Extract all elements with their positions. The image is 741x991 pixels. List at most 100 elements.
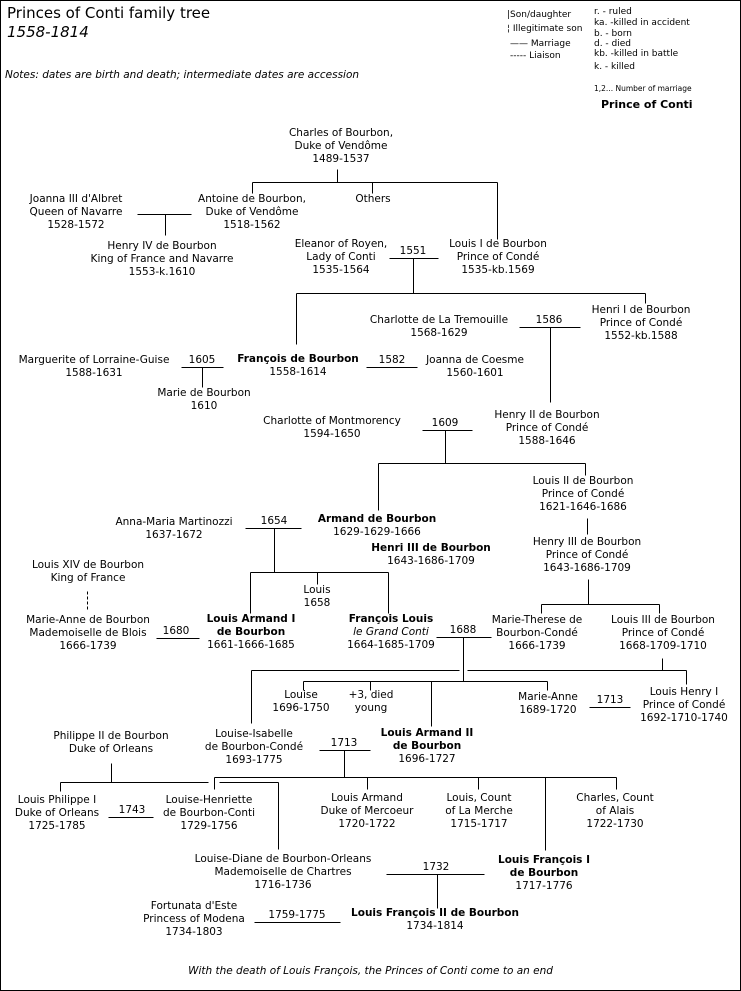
person-node: Charlotte de La Tremouille 1568-1629 bbox=[370, 314, 508, 340]
person-detail: Duke of Mercoeur bbox=[320, 805, 414, 817]
person-detail: 1610 bbox=[190, 400, 218, 412]
person-node: Louise 1696-1750 bbox=[272, 689, 329, 715]
person-detail: 1518-1562 bbox=[223, 219, 281, 231]
marriage-year-label: 1609 bbox=[431, 417, 459, 429]
person-detail: King of France bbox=[50, 572, 126, 584]
person-name: Antoine de Bourbon, bbox=[198, 193, 306, 205]
marriage-year-label: 1586 bbox=[535, 314, 563, 326]
person-name: Louis Henry I bbox=[649, 686, 719, 698]
marriage-year-label: 1743 bbox=[118, 804, 146, 816]
person-detail: de Bourbon bbox=[509, 867, 579, 879]
legend-marriage-number: 1,2... Number of marriage bbox=[594, 84, 692, 93]
person-node: Marguerite of Lorraine-Guise 1588-1631 bbox=[19, 354, 170, 380]
person-detail: le Grand Conti bbox=[353, 626, 429, 638]
person-name: Louise bbox=[284, 689, 318, 701]
marriage-year-label: 1680 bbox=[162, 625, 190, 637]
person-detail: Mademoiselle de Blois bbox=[29, 627, 147, 639]
person-node: Louis I de Bourbon Prince of Condé 1535-kb… bbox=[449, 238, 547, 277]
person-name: Louis II de Bourbon bbox=[532, 475, 634, 487]
person-name: Eleanor of Royen, bbox=[294, 238, 388, 250]
person-detail: Princess of Modena bbox=[143, 913, 245, 925]
person-detail: Prince of Condé bbox=[456, 251, 540, 263]
person-name: Louis III de Bourbon bbox=[611, 614, 715, 626]
person-detail: 1692-1710-1740 bbox=[640, 712, 728, 724]
person-detail: 1661-1666-1685 bbox=[207, 639, 295, 651]
person-name: Others bbox=[355, 193, 391, 205]
person-name: Henry IV de Bourbon bbox=[107, 240, 217, 252]
person-detail: Prince of Condé bbox=[541, 488, 625, 500]
person-node: Louis 1658 bbox=[303, 584, 330, 610]
person-detail: 1720-1722 bbox=[338, 818, 396, 830]
person-node: Marie-Therese de Bourbon-Condé 1666-1739 bbox=[492, 614, 582, 653]
person-detail: 1722-1730 bbox=[586, 818, 644, 830]
marriage-year-label: 1582 bbox=[378, 354, 406, 366]
person-node: Marie-Anne 1689-1720 bbox=[518, 691, 578, 717]
person-detail: 1716-1736 bbox=[254, 879, 312, 891]
person-name: Marie-Anne de Bourbon bbox=[26, 614, 150, 626]
person-detail: de Bourbon bbox=[392, 740, 462, 752]
person-name: Louis I de Bourbon bbox=[449, 238, 547, 250]
person-detail: 1594-1650 bbox=[303, 428, 361, 440]
person-detail: 1734-1803 bbox=[165, 926, 223, 938]
person-node: Henry II de Bourbon Prince of Condé 1588-1… bbox=[494, 409, 599, 448]
marriage-year-label: 1713 bbox=[330, 737, 358, 749]
person-detail: Prince of Condé bbox=[545, 549, 629, 561]
person-name: Joanna III d'Albret bbox=[29, 193, 123, 205]
person-node-prince-of-conti: François Louis le Grand Conti 1664-1685-17… bbox=[347, 613, 435, 652]
person-detail: 1637-1672 bbox=[145, 529, 203, 541]
person-node: Charles of Bourbon, Duke of Vendôme 1489-1… bbox=[289, 127, 393, 166]
person-name: François Louis bbox=[348, 613, 434, 625]
marriage-year-label: 1551 bbox=[399, 245, 427, 257]
person-detail: 1658 bbox=[303, 597, 331, 609]
person-name: Charles, Count bbox=[576, 792, 654, 804]
marriage-year-label: 1688 bbox=[449, 624, 477, 636]
diagram-notes: Notes: dates are birth and death; interm… bbox=[5, 69, 360, 81]
person-detail: 1715-1717 bbox=[450, 818, 508, 830]
person-node: Louise-Isabelle de Bourbon-Condé 1693-1775 bbox=[205, 728, 303, 767]
person-node: Louis Henry I Prince of Condé 1692-1710-17… bbox=[640, 686, 728, 725]
person-detail: 1535-kb.1569 bbox=[461, 264, 535, 276]
person-node: Anna-Maria Martinozzi 1637-1672 bbox=[115, 516, 232, 542]
person-node: Marie-Anne de Bourbon Mademoiselle de Blo… bbox=[26, 614, 150, 653]
person-detail: 1489-1537 bbox=[312, 153, 370, 165]
person-name: Louis Armand II bbox=[380, 727, 474, 739]
person-detail: King of France and Navarre bbox=[90, 253, 234, 265]
person-node: Louis Philippe I Duke of Orleans 1725-1785 bbox=[15, 794, 99, 833]
legend-abbr-died: d. - died bbox=[594, 39, 632, 49]
person-node-prince-of-conti: Louis François II de Bourbon 1734-1814 bbox=[351, 907, 519, 933]
person-detail: Bourbon-Condé bbox=[496, 627, 578, 639]
marriage-year-label: 1605 bbox=[188, 354, 216, 366]
person-node: Charles, Count of Alais 1722-1730 bbox=[576, 792, 653, 831]
person-name: Henri III de Bourbon bbox=[371, 542, 491, 554]
diagram-title: Princes of Conti family tree bbox=[7, 4, 211, 22]
person-node: Marie de Bourbon 1610 bbox=[157, 387, 250, 413]
person-detail: 1535-1564 bbox=[312, 264, 370, 276]
person-detail: 1666-1739 bbox=[508, 640, 566, 652]
person-detail: 1729-1756 bbox=[180, 820, 238, 832]
person-name: Louis Armand I bbox=[206, 613, 296, 625]
legend-son-daughter: |Son/daughter bbox=[507, 10, 572, 20]
person-name: Marie de Bourbon bbox=[157, 387, 251, 399]
person-detail: of Alais bbox=[595, 805, 635, 817]
person-node: Henry IV de Bourbon King of France and Na… bbox=[91, 240, 234, 279]
person-detail: 1734-1814 bbox=[406, 920, 464, 932]
person-detail: Lady of Conti bbox=[306, 251, 376, 263]
footer-note: With the death of Louis François, the Pr… bbox=[188, 965, 553, 977]
person-name: Fortunata d'Este bbox=[150, 900, 238, 912]
person-detail: 1696-1750 bbox=[272, 702, 330, 714]
person-detail: Duke of Orleans bbox=[68, 743, 154, 755]
person-node: Louis III de Bourbon Prince of Condé 1668-… bbox=[611, 614, 715, 653]
person-name: Charles of Bourbon, bbox=[288, 127, 394, 139]
person-name: Charlotte de La Tremouille bbox=[369, 314, 509, 326]
person-detail: 1568-1629 bbox=[410, 327, 468, 339]
person-node: +3, died young bbox=[349, 689, 394, 715]
legend-abbr-born: b. - born bbox=[594, 29, 633, 39]
legend-abbr-killed: k. - killed bbox=[594, 62, 636, 72]
person-name: Louis XIV de Bourbon bbox=[31, 559, 145, 571]
person-name: Anna-Maria Martinozzi bbox=[115, 516, 233, 528]
person-node-prince-of-conti: François de Bourbon 1558-1614 bbox=[237, 353, 359, 379]
person-node-prince-of-conti: Armand de Bourbon 1629-1629-1666 bbox=[318, 513, 436, 539]
person-node: Philippe II de Bourbon Duke of Orleans bbox=[53, 730, 168, 756]
person-name: Louise-Diane de Bourbon-Orleans bbox=[194, 853, 372, 865]
